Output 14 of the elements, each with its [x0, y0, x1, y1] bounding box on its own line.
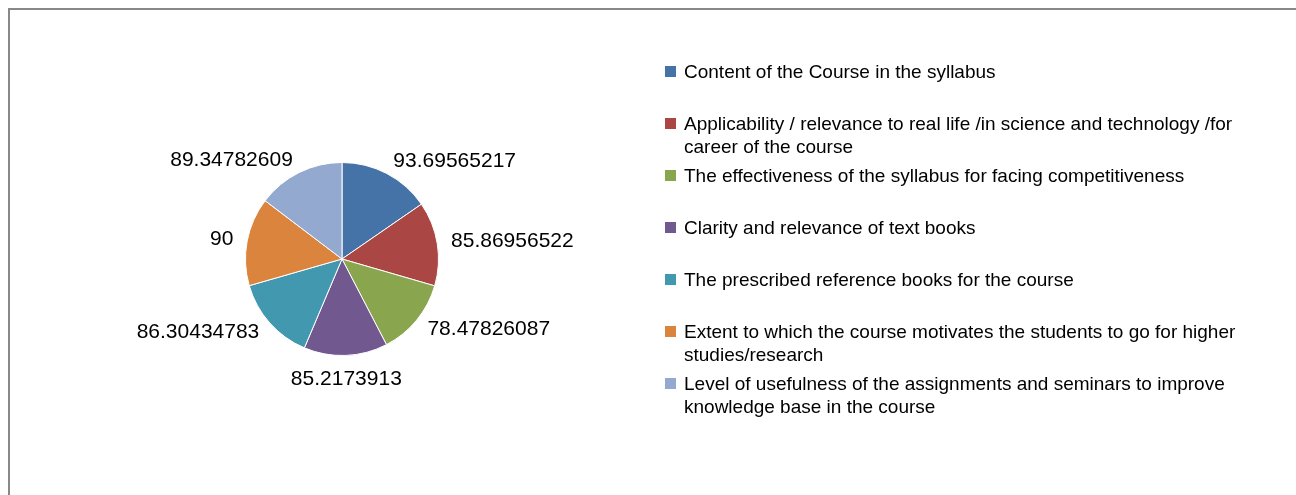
legend-label: Applicability / relevance to real life /in science and technology /for career of the course — [684, 112, 1234, 158]
data-label: 90 — [210, 225, 234, 249]
data-label: 85.2173913 — [290, 366, 402, 390]
data-label: 86.30434783 — [136, 319, 260, 343]
data-label: 93.69565217 — [393, 147, 516, 171]
legend-label: Clarity and relevance of text books — [684, 216, 976, 239]
legend-label: Level of usefulness of the assignments and seminars to improve knowledge base in the course — [684, 372, 1226, 418]
data-label: 85.86956522 — [451, 228, 574, 252]
legend-label: The prescribed reference books for the course — [684, 268, 1074, 291]
data-label: 78.47826087 — [427, 315, 551, 339]
data-label: 89.34782609 — [170, 146, 293, 170]
legend-label: Extent to which the course motivates the students to go for higher studies/research — [684, 320, 1237, 366]
legend-label: The effectiveness of the syllabus for facing competitiveness — [684, 164, 1185, 187]
legend-label: Content of the Course in the syllabus — [684, 60, 996, 83]
